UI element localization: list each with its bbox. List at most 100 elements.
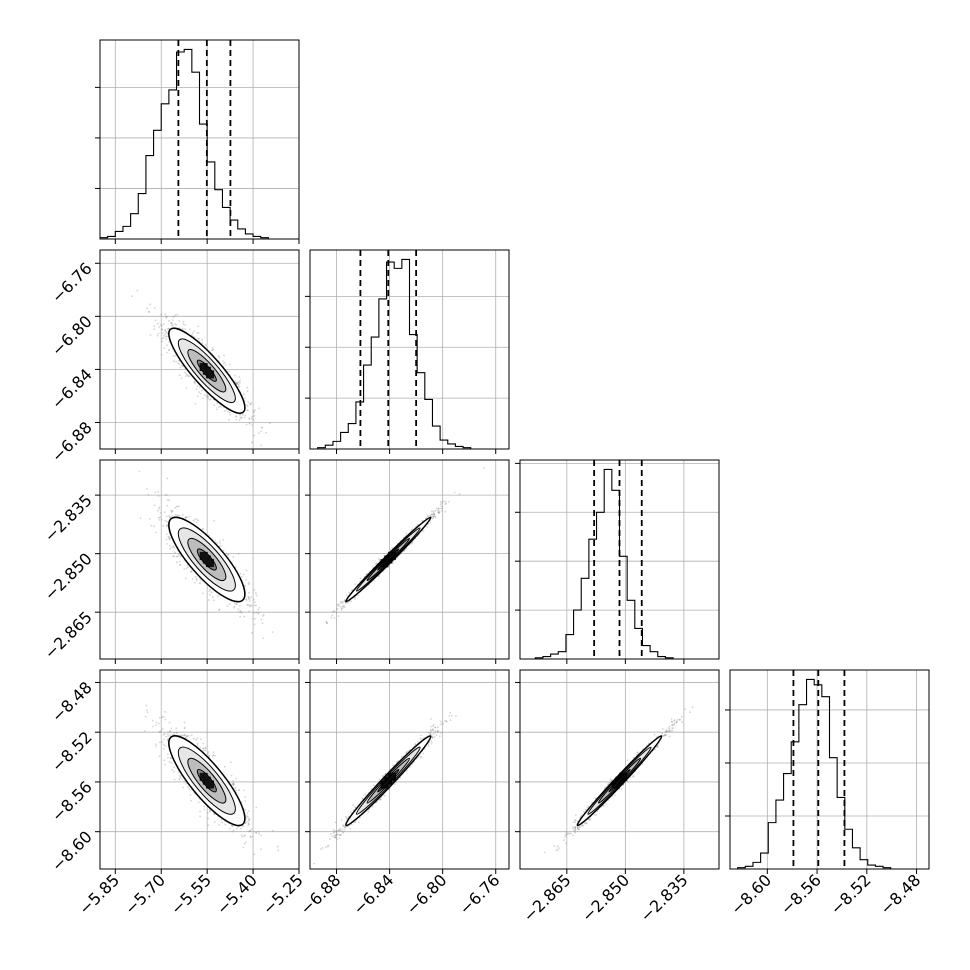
scatter-point	[164, 494, 167, 496]
scatter-point	[166, 335, 169, 338]
scatter-point	[250, 441, 253, 444]
pair-panel-1-0	[100, 250, 299, 449]
panel-frame	[729, 669, 930, 870]
scatter-point	[213, 821, 216, 823]
scatter-point	[183, 721, 186, 724]
scatter-point	[230, 824, 233, 827]
scatter-point	[223, 410, 226, 412]
scatter-point	[195, 738, 198, 741]
scatter-point	[240, 575, 243, 578]
scatter-point	[242, 789, 245, 792]
scatter-point	[248, 591, 250, 594]
scatter-point	[340, 607, 343, 610]
scatter-point	[255, 806, 258, 809]
scatter-point	[196, 395, 199, 398]
scatter-point	[194, 382, 196, 385]
scatter-point	[170, 510, 173, 513]
scatter-point	[163, 347, 166, 350]
scatter-point	[237, 611, 240, 613]
scatter-point	[153, 328, 156, 331]
scatter-point	[340, 601, 343, 603]
scatter-point	[170, 322, 172, 324]
scatter-point	[185, 516, 187, 518]
scatter-point	[164, 710, 166, 713]
scatter-point	[173, 555, 176, 558]
scatter-point	[190, 799, 193, 802]
scatter-point	[433, 513, 436, 515]
scatter-point	[253, 612, 256, 614]
scatter-point	[225, 408, 228, 411]
scatter-point	[168, 761, 171, 763]
scatter-point	[332, 610, 334, 613]
scatter-point	[165, 338, 168, 340]
scatter-point	[162, 743, 165, 746]
scatter-point	[204, 394, 206, 396]
scatter-point	[208, 590, 211, 593]
scatter-point	[391, 546, 394, 549]
scatter-point	[238, 376, 241, 378]
scatter-point	[161, 328, 164, 331]
scatter-point	[192, 332, 194, 334]
scatter-point	[211, 596, 214, 599]
scatter-point	[246, 603, 249, 606]
scatter-point	[426, 514, 429, 517]
scatter-point	[338, 603, 341, 606]
contour-line	[355, 527, 421, 592]
scatter-point	[436, 509, 439, 511]
scatter-point	[261, 622, 264, 625]
scatter-point	[244, 414, 247, 417]
scatter-point	[340, 609, 343, 612]
scatter-point	[343, 600, 346, 603]
scatter-point	[204, 749, 207, 752]
scatter-point	[184, 328, 187, 331]
scatter-point	[346, 594, 348, 597]
scatter-point	[197, 325, 200, 328]
scatter-point	[164, 316, 167, 318]
scatter-point	[343, 604, 345, 607]
scatter-point	[175, 505, 178, 508]
scatter-point	[149, 518, 151, 520]
contour-line	[187, 537, 227, 582]
scatter-point	[235, 416, 237, 418]
scatter-point	[445, 502, 447, 505]
scatter-point	[175, 727, 178, 730]
scatter-point	[168, 514, 171, 517]
scatter-point	[197, 337, 200, 340]
scatter-point	[235, 415, 238, 418]
scatter-point	[218, 540, 221, 542]
scatter-point	[239, 379, 242, 382]
scatter-point	[248, 422, 251, 424]
scatter-point	[149, 334, 152, 336]
scatter-point	[249, 605, 252, 608]
scatter-point	[233, 783, 236, 785]
scatter-point	[242, 573, 245, 576]
scatter-point	[247, 595, 250, 598]
scatter-point	[228, 418, 230, 421]
scatter-point	[248, 422, 251, 425]
scatter-point	[251, 424, 254, 427]
scatter-point	[166, 351, 169, 354]
scatter-point	[236, 381, 239, 384]
scatter-point	[246, 405, 249, 408]
scatter-point	[154, 319, 157, 322]
scatter-point	[189, 570, 192, 573]
scatter-point	[153, 325, 156, 328]
scatter-point	[237, 383, 240, 386]
panel-frame	[309, 459, 510, 660]
scatter-point	[155, 721, 158, 724]
scatter-point	[207, 397, 210, 400]
scatter-point	[178, 374, 181, 377]
scatter-point	[188, 788, 191, 791]
scatter-point	[227, 553, 230, 556]
scatter-point	[199, 578, 202, 581]
scatter-point	[212, 347, 214, 350]
scatter-point	[244, 397, 246, 400]
scatter-point	[192, 519, 195, 522]
scatter-point	[240, 611, 243, 614]
scatter-point	[482, 467, 485, 469]
scatter-point	[149, 303, 152, 306]
scatter-point	[389, 549, 392, 551]
scatter-point	[247, 596, 250, 599]
scatter-point	[222, 539, 225, 541]
scatter-point	[146, 487, 148, 490]
